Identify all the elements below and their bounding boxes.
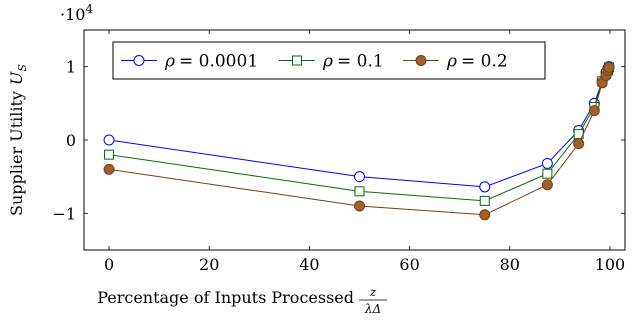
legend-marker — [292, 55, 302, 66]
x-tick-label: 60 — [399, 255, 419, 274]
series-0 — [103, 61, 615, 193]
y-tick-label: 0 — [66, 131, 76, 150]
x-axis-label-numerator: z — [369, 285, 377, 299]
data-point — [354, 186, 365, 197]
y-tick-label: 1 — [66, 58, 76, 77]
x-tick-label: 40 — [299, 255, 319, 274]
legend-symbol: ρ — [322, 52, 333, 72]
y-axis-label: Supplier Utility US — [7, 64, 29, 216]
legend-symbol: ρ — [446, 52, 457, 72]
legend: ρ = 0.0001 ρ = 0.1 ρ = 0.2 — [112, 41, 546, 80]
series-1 — [104, 62, 614, 206]
legend-box — [112, 41, 546, 80]
legend-value: = 0.0001 — [179, 52, 258, 72]
data-point — [103, 134, 115, 146]
data-point — [588, 105, 600, 117]
y-multiplier-exponent: 4 — [85, 2, 93, 16]
y-axis-label-text: Supplier Utility — [7, 91, 26, 216]
data-point — [354, 200, 366, 212]
legend-marker — [133, 55, 145, 66]
data-point — [354, 171, 366, 183]
data-point — [603, 61, 615, 73]
legend-entry: ρ = 0.1 — [279, 52, 384, 72]
data-point — [479, 181, 491, 193]
data-point — [541, 157, 553, 169]
series-2 — [103, 61, 615, 221]
legend-label: ρ = 0.1 — [322, 52, 384, 72]
axis-ticks: 0 20 40 60 80 100 −1 0 1 — [52, 30, 625, 274]
axis-labels: ·104 Percentage of Inputs Processed z λΔ Sup… — [7, 2, 387, 316]
x-axis-label: Percentage of Inputs Processed — [97, 288, 354, 307]
x-axis-label-denominator: λΔ — [364, 302, 381, 316]
x-tick-label: 0 — [104, 255, 114, 274]
legend-label: ρ = 0.2 — [446, 52, 508, 72]
data-point — [541, 179, 553, 191]
data-point — [542, 168, 553, 179]
legend-label: ρ = 0.0001 — [164, 52, 258, 72]
y-axis-label-subscript: S — [16, 64, 29, 72]
data-point — [103, 163, 115, 175]
series-line — [108, 66, 610, 188]
data-point — [104, 149, 115, 160]
legend-entry: ρ = 0.2 — [403, 52, 508, 72]
x-tick-label: 20 — [199, 255, 219, 274]
y-axis-label-symbol: U — [7, 71, 26, 85]
legend-symbol: ρ — [164, 52, 175, 72]
x-tick-label: 80 — [500, 255, 520, 274]
data-point — [573, 138, 585, 150]
legend-marker — [415, 55, 427, 66]
series-layer — [103, 61, 615, 221]
legend-value: = 0.1 — [337, 52, 384, 72]
legend-entry: ρ = 0.0001 — [121, 52, 258, 72]
y-multiplier: ·104 — [60, 2, 93, 24]
data-point — [479, 195, 490, 206]
y-multiplier-base: ·10 — [60, 5, 85, 24]
x-tick-label: 100 — [595, 255, 626, 274]
data-point — [479, 209, 491, 221]
y-tick-label: −1 — [52, 204, 76, 223]
legend-value: = 0.2 — [461, 52, 508, 72]
